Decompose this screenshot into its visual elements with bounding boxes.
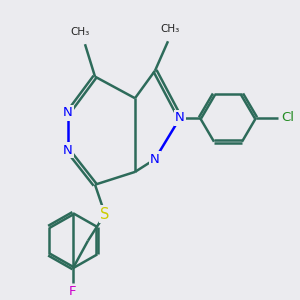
Text: N: N (63, 106, 73, 119)
Text: F: F (69, 285, 77, 298)
Text: Cl: Cl (281, 111, 294, 124)
Text: CH₃: CH₃ (160, 24, 180, 34)
Text: CH₃: CH₃ (70, 27, 90, 37)
Text: S: S (100, 207, 110, 222)
Text: N: N (175, 111, 185, 124)
Text: N: N (63, 144, 73, 157)
Text: N: N (150, 153, 160, 166)
